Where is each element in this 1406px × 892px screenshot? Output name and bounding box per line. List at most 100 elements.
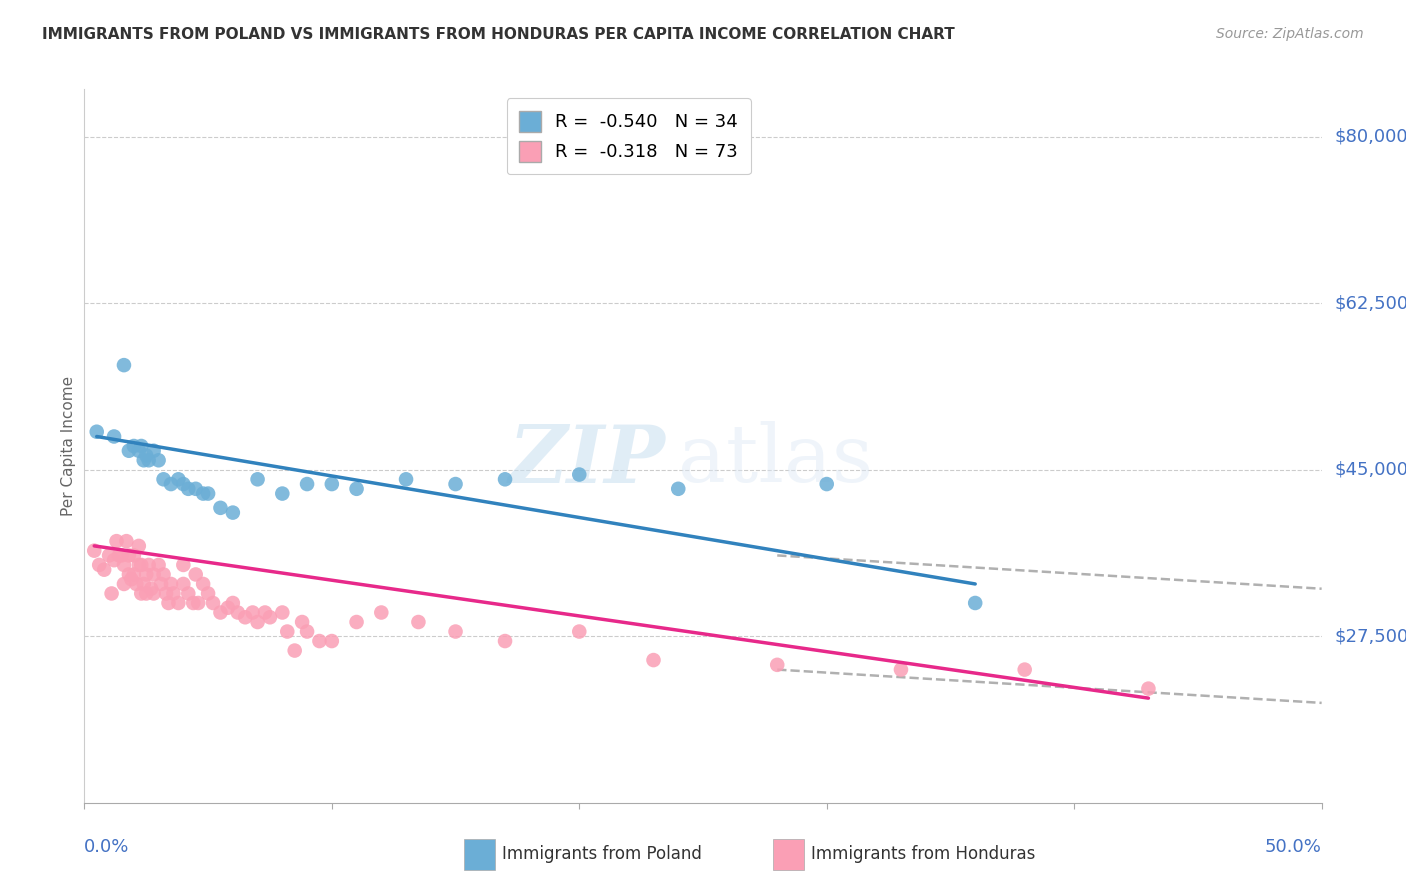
Point [177, 586, 200, 600]
Point [222, 506, 245, 520]
Point [112, 577, 135, 591]
Text: Source: ZipAtlas.com: Source: ZipAtlas.com [1216, 27, 1364, 41]
Point [242, 606, 264, 620]
Text: $80,000: $80,000 [1334, 128, 1406, 145]
Point [135, 586, 157, 600]
Text: Immigrants from Poland: Immigrants from Poland [502, 846, 702, 863]
Text: $27,500: $27,500 [1334, 627, 1406, 645]
Point [122, 549, 145, 563]
Point [321, 477, 343, 491]
Point [226, 606, 249, 620]
Point [128, 443, 150, 458]
Point [568, 624, 591, 639]
Point [444, 477, 467, 491]
Point [129, 439, 152, 453]
Point [122, 439, 145, 453]
Point [172, 558, 194, 572]
Point [162, 586, 184, 600]
Point [142, 567, 165, 582]
Point [167, 596, 190, 610]
Point [890, 663, 912, 677]
Point [253, 606, 276, 620]
Point [346, 482, 368, 496]
Point [138, 558, 160, 572]
Point [86, 425, 108, 439]
Point [112, 558, 135, 572]
Point [271, 606, 294, 620]
Point [395, 472, 418, 486]
Point [141, 582, 163, 596]
Point [157, 596, 180, 610]
Point [666, 482, 689, 496]
Point [105, 534, 128, 549]
Point [98, 549, 121, 563]
Point [115, 534, 138, 549]
Point [209, 606, 232, 620]
Text: 0.0%: 0.0% [84, 838, 129, 856]
Point [122, 567, 145, 582]
Point [246, 472, 269, 486]
Point [118, 443, 141, 458]
Point [89, 558, 111, 572]
Point [110, 549, 132, 563]
Point [370, 606, 392, 620]
Point [160, 577, 183, 591]
Point [112, 358, 135, 372]
Point [197, 486, 219, 500]
Point [184, 482, 207, 496]
Point [93, 563, 115, 577]
Point [155, 586, 177, 600]
Point [308, 634, 330, 648]
Point [132, 577, 155, 591]
Point [222, 596, 245, 610]
Point [103, 429, 125, 443]
Point [100, 586, 122, 600]
Point [128, 558, 150, 572]
Point [202, 596, 225, 610]
Point [120, 572, 142, 586]
Point [152, 472, 174, 486]
Text: 50.0%: 50.0% [1265, 838, 1322, 856]
Text: $62,500: $62,500 [1334, 294, 1406, 312]
Point [128, 539, 150, 553]
Point [150, 577, 173, 591]
Point [766, 657, 789, 672]
Point [125, 577, 148, 591]
Point [259, 610, 281, 624]
Point [160, 477, 183, 491]
Point [148, 453, 170, 467]
Point [1137, 681, 1160, 696]
Point [233, 610, 256, 624]
Point [142, 586, 165, 600]
Point [152, 567, 174, 582]
Point [129, 558, 152, 572]
Point [118, 567, 141, 582]
Text: $45,000: $45,000 [1334, 461, 1406, 479]
Point [568, 467, 591, 482]
Point [408, 615, 430, 629]
Point [295, 477, 318, 491]
Point [217, 600, 239, 615]
Text: ZIP: ZIP [509, 422, 666, 499]
Point [83, 543, 105, 558]
Point [191, 486, 214, 500]
Point [181, 596, 204, 610]
Point [321, 634, 343, 648]
Point [494, 472, 516, 486]
Point [444, 624, 467, 639]
Point [129, 586, 152, 600]
Point [138, 453, 160, 467]
Point [276, 624, 298, 639]
Point [291, 615, 314, 629]
Point [172, 477, 194, 491]
Point [191, 577, 214, 591]
Point [148, 558, 170, 572]
Point [815, 477, 838, 491]
Point [643, 653, 665, 667]
Point [494, 634, 516, 648]
Point [135, 449, 157, 463]
Point [965, 596, 987, 610]
Point [103, 553, 125, 567]
Point [271, 486, 294, 500]
Point [177, 482, 200, 496]
